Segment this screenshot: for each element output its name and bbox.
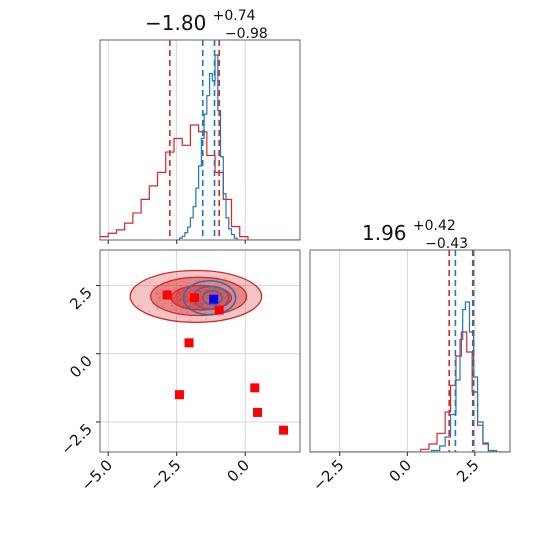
scatter-sample-point — [160, 288, 162, 291]
tick-label-right-x: −2.5 — [309, 456, 347, 494]
scatter-sample-point — [216, 282, 219, 285]
scatter-sample-point — [155, 302, 158, 304]
scatter-sample-point — [214, 283, 217, 285]
scatter-sample-point — [137, 304, 140, 307]
scatter-sample-point — [162, 306, 164, 308]
marker-red-square — [214, 305, 224, 315]
scatter-sample-point — [173, 287, 176, 290]
tick-label-right-x: 2.5 — [453, 456, 483, 486]
scatter-sample-point — [174, 308, 177, 311]
marker-red-square — [253, 407, 263, 417]
scatter-sample-point — [167, 287, 170, 290]
scatter-sample-point — [158, 297, 161, 300]
scatter-sample-point — [159, 292, 161, 294]
scatter-sample-point — [238, 286, 241, 289]
scatter-sample-point — [228, 288, 231, 290]
marker-red-square — [162, 290, 172, 300]
scatter-sample-point — [172, 307, 175, 310]
title-param1: −1.80 +0.74 −0.98 — [145, 1, 268, 42]
scatter-sample-point — [224, 277, 226, 280]
scatter-sample-point — [168, 283, 171, 286]
scatter-sample-point — [164, 302, 167, 305]
hist-param2-panel: −2.5 0.0 2.5 1.96 +0.42 −0.43 — [309, 211, 511, 495]
scatter-sample-point — [156, 300, 159, 302]
hist-param2-red — [310, 331, 510, 452]
scatter-sample-point — [153, 285, 156, 288]
scatter-panel: −5.0 −2.5 0.0 −2.50.02.5 — [57, 249, 301, 495]
scatter-sample-point — [188, 309, 191, 312]
scatter-sample-point — [170, 302, 173, 304]
title-param2-median: 1.96 — [362, 221, 407, 245]
marker-red-square — [279, 425, 289, 435]
tick-label-scatter-y: −2.5 — [57, 420, 95, 458]
scatter-sample-point — [185, 281, 188, 284]
scatter-sample-point — [148, 309, 150, 312]
scatter-sample-point — [158, 297, 161, 300]
scatter-sample-point — [148, 281, 151, 284]
tick-label-scatter-x: −5.0 — [78, 456, 116, 494]
scatter-sample-point — [179, 279, 182, 281]
scatter-sample-point — [246, 298, 249, 301]
marker-blue-square — [209, 294, 219, 304]
contour-blue-level-3 — [201, 290, 223, 306]
scatter-sample-point — [156, 307, 159, 310]
scatter-sample-point — [203, 311, 206, 314]
title-param1-minus: −0.98 — [225, 26, 268, 42]
scatter-sample-point — [180, 284, 182, 287]
tick-label-scatter-y: 0.0 — [66, 352, 96, 382]
scatter-sample-point — [188, 282, 190, 284]
scatter-sample-point — [156, 293, 158, 296]
scatter-sample-point — [179, 308, 182, 311]
contour-blue-level-1 — [182, 280, 237, 316]
marker-red-square — [250, 383, 260, 393]
scatter-sample-point — [179, 285, 182, 288]
title-param2: 1.96 +0.42 −0.43 — [362, 211, 468, 252]
hist-param1-frame — [99, 39, 301, 241]
scatter-sample-point — [161, 285, 164, 288]
scatter-sample-point — [197, 279, 200, 282]
marker-red-square — [190, 293, 200, 303]
title-param1-median: −1.80 — [145, 11, 206, 35]
scatter-sample-point — [156, 289, 159, 292]
scatter-sample-point — [161, 305, 164, 307]
scatter-sample-point — [203, 282, 205, 285]
tick-label-right-x: 0.0 — [386, 456, 416, 486]
scatter-sample-point — [210, 310, 212, 313]
scatter-sample-point — [195, 280, 198, 283]
hist-param2-blue — [423, 301, 505, 452]
scatter-sample-point — [186, 284, 189, 287]
tick-label-scatter-y: 2.5 — [66, 284, 96, 314]
scatter-sample-point — [157, 308, 160, 311]
scatter-sample-point — [181, 281, 184, 284]
scatter-sample-point — [133, 290, 136, 293]
hist-param1-red — [100, 124, 300, 240]
scatter-sample-point — [159, 299, 161, 302]
scatter-sample-point — [205, 318, 208, 321]
marker-red-square — [184, 338, 194, 348]
scatter-sample-point — [171, 304, 173, 307]
hist-param1-blue — [176, 54, 243, 240]
scatter-sample-point — [223, 306, 226, 309]
hist-param1-panel: −1.80 +0.74 −0.98 — [99, 1, 301, 244]
scatter-sample-point — [154, 292, 157, 295]
hist-param2-frame — [309, 249, 511, 453]
title-param2-plus: +0.42 — [413, 218, 456, 234]
scatter-sample-point — [156, 291, 158, 294]
tick-label-scatter-x: 0.0 — [223, 456, 253, 486]
scatter-sample-point — [170, 305, 173, 308]
scatter-sample-point — [161, 296, 163, 299]
scatter-frame — [99, 249, 301, 453]
tick-label-scatter-x: −2.5 — [146, 456, 184, 494]
scatter-sample-point — [181, 285, 184, 288]
title-param1-plus: +0.74 — [213, 8, 256, 24]
scatter-sample-point — [159, 295, 162, 298]
scatter-sample-point — [156, 293, 159, 296]
scatter-sample-point — [179, 284, 182, 287]
scatter-sample-point — [186, 311, 189, 313]
marker-red-square — [174, 390, 184, 400]
title-param2-minus: −0.43 — [425, 236, 468, 252]
scatter-sample-point — [189, 319, 191, 322]
